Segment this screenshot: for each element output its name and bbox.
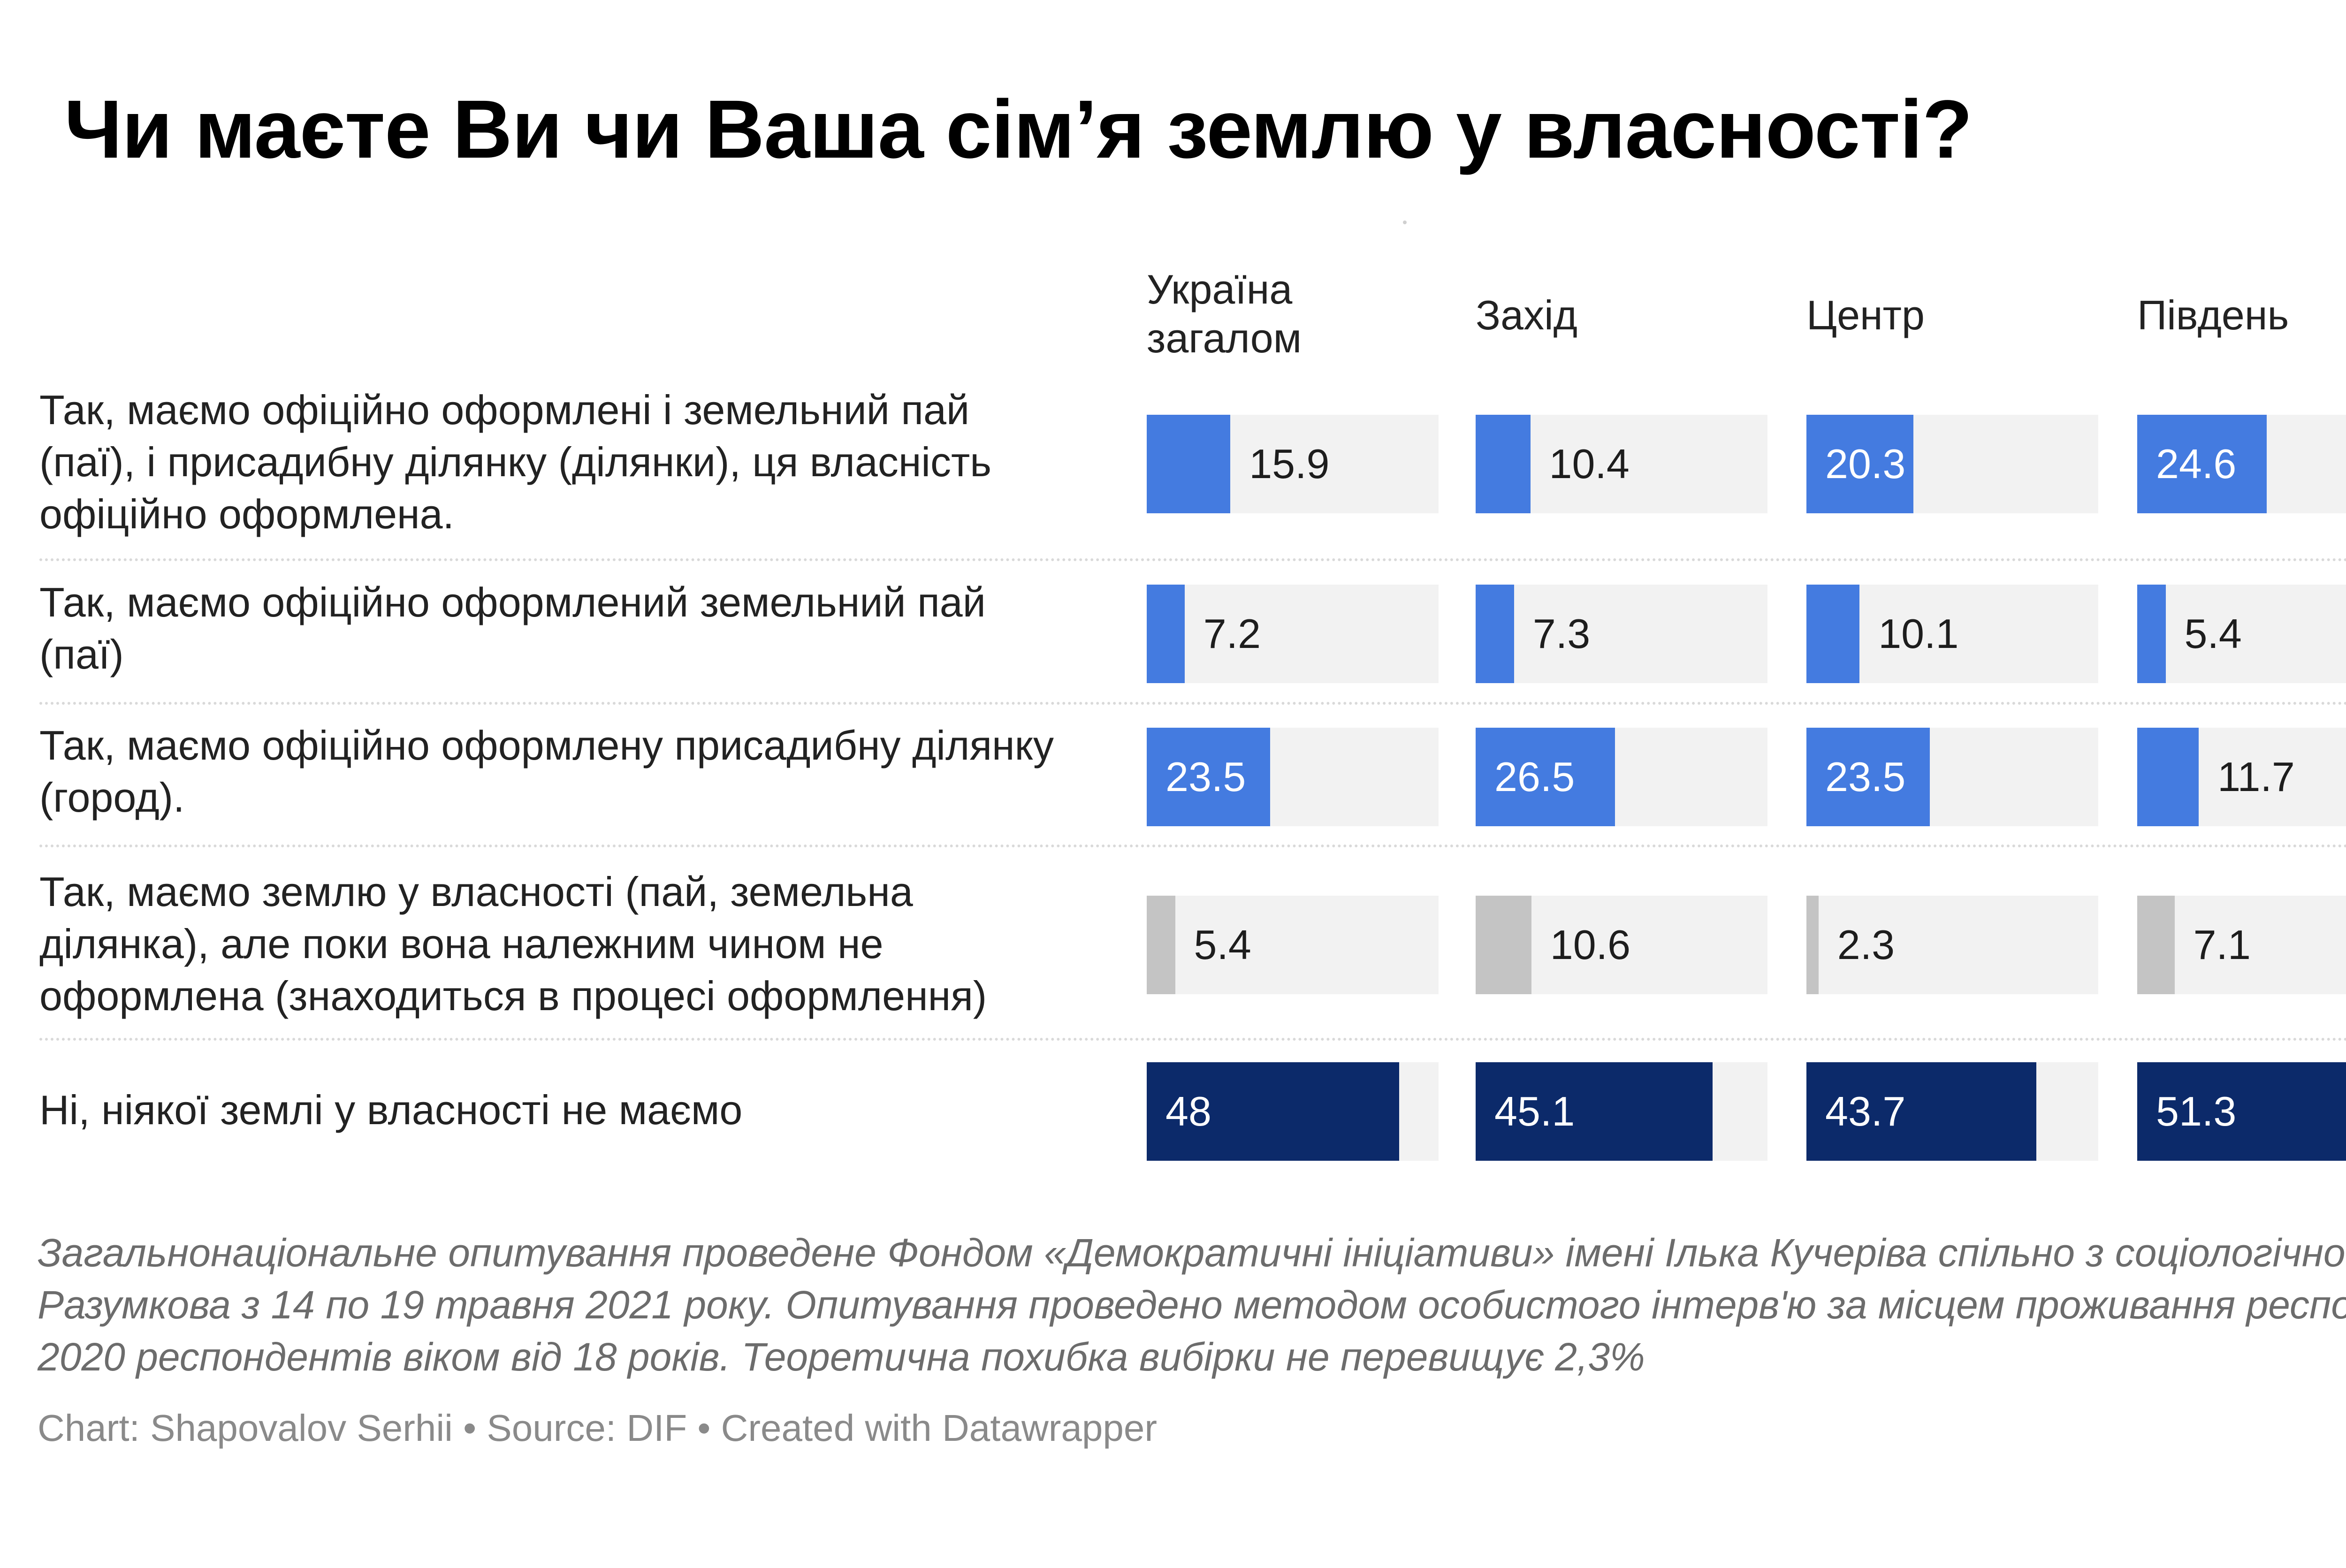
- decorative-dot: [1403, 221, 1407, 224]
- bar-value-label: 5.4: [2184, 610, 2242, 657]
- bar: [1476, 585, 1514, 683]
- row-label: Так, маємо офіційно оформлену присадибну…: [39, 719, 1109, 823]
- bar-value-label: 10.1: [1878, 610, 1959, 657]
- bar-track: 48: [1147, 1062, 1439, 1161]
- bar-track: 26.5: [1476, 728, 1767, 826]
- row-label-line: Так, маємо офіційно оформлену присадибну…: [39, 722, 1054, 769]
- bar-track: 23.5: [1806, 728, 2098, 826]
- row-separator: [39, 702, 2346, 705]
- bar-value-label: 7.3: [1532, 610, 1591, 657]
- bar-track: 11.7: [2137, 728, 2346, 826]
- bar: [1806, 728, 1930, 826]
- row-label: Так, маємо офіційно оформлені і земельни…: [39, 384, 1109, 540]
- bar-track: 10.1: [1806, 585, 2098, 683]
- bar: [1476, 896, 1531, 994]
- bar-track: 43.7: [1806, 1062, 2098, 1161]
- bar-track: 7.2: [1147, 585, 1439, 683]
- row-label-line: офіційно оформлена.: [39, 491, 454, 537]
- bar: [1806, 896, 1819, 994]
- row-label: Так, маємо землю у власності (пай, земел…: [39, 866, 1109, 1022]
- bar: [1147, 585, 1185, 683]
- bar: [1476, 415, 1531, 513]
- bar-track: 5.4: [2137, 585, 2346, 683]
- bar-track: 5.4: [1147, 896, 1439, 994]
- bar-value-label: 26.5: [1494, 754, 1575, 800]
- bar-track: 51.3: [2137, 1062, 2346, 1161]
- column-header: Україна загалом: [1147, 265, 1302, 363]
- bar-value-label: 11.7: [2217, 754, 2295, 800]
- bar-value-label: 23.5: [1165, 754, 1246, 800]
- bar-track: 45.1: [1476, 1062, 1767, 1161]
- row-label-line: Ні, ніякої землі у власності не маємо: [39, 1087, 743, 1133]
- chart-notes: Загальнонаціональне опитування проведене…: [38, 1231, 2346, 1379]
- bar-track: 20.3: [1806, 415, 2098, 513]
- bar: [1476, 1062, 1713, 1161]
- column-header-line: загалом: [1147, 315, 1302, 361]
- chart-title: Чи маєте Ви чи Ваша сім’я землю у власно…: [64, 84, 1973, 175]
- bar-track: 7.3: [1476, 585, 1767, 683]
- bar-value-label: 20.3: [1825, 441, 1906, 487]
- bar: [1147, 728, 1271, 826]
- column-header: Центр: [1806, 291, 1925, 340]
- row-separator: [39, 1038, 2346, 1041]
- column-header: Захід: [1476, 291, 1577, 340]
- bar-value-label: 2.3: [1837, 921, 1895, 968]
- bar: [2137, 585, 2166, 683]
- row-separator: [39, 558, 2346, 561]
- bar: [1147, 896, 1175, 994]
- bar-value-label: 7.1: [2193, 921, 2251, 968]
- row-label-line: (паї), і присадибну ділянку (ділянки), ц…: [39, 439, 992, 485]
- row-label-line: ділянка), але поки вона належним чином н…: [39, 921, 884, 967]
- bar-value-label: 24.6: [2156, 441, 2237, 487]
- bar: [2137, 896, 2175, 994]
- bar-track: 24.6: [2137, 415, 2346, 513]
- bar-value-label: 10.6: [1550, 921, 1631, 968]
- bar-track: 10.4: [1476, 415, 1767, 513]
- bar-value-label: 15.9: [1249, 441, 1330, 487]
- bar-value-label: 48: [1165, 1088, 1211, 1134]
- row-label-line: (город).: [39, 774, 185, 821]
- chart-credit: Chart: Shapovalov Serhii • Source: DIF •…: [38, 1407, 1157, 1449]
- bar: [1806, 1062, 2036, 1161]
- bar: [2137, 1062, 2346, 1161]
- bar-track: 10.6: [1476, 896, 1767, 994]
- bar: [2137, 415, 2267, 513]
- bar-value-label: 10.4: [1549, 441, 1630, 487]
- column-header-line: Захід: [1476, 292, 1577, 338]
- bar-track: 23.5: [1147, 728, 1439, 826]
- bar: [1147, 1062, 1399, 1161]
- bar-track: 2.3: [1806, 896, 2098, 994]
- row-label-line: Так, маємо офіційно оформлені і земельни…: [39, 387, 970, 433]
- row-label-line: Так, маємо офіційно оформлений земельний…: [39, 579, 986, 625]
- column-header: Південь: [2137, 291, 2289, 340]
- row-label-line: Так, маємо землю у власності (пай, земел…: [39, 868, 913, 915]
- row-label: Ні, ніякої землі у власності не маємо: [39, 1084, 1109, 1136]
- bar-value-label: 23.5: [1825, 754, 1906, 800]
- bar: [2137, 728, 2199, 826]
- bar-value-label: 43.7: [1825, 1088, 1906, 1134]
- column-header-line: Центр: [1806, 292, 1925, 338]
- bar: [1147, 415, 1231, 513]
- bar-track: 7.1: [2137, 896, 2346, 994]
- bar-value-label: 45.1: [1494, 1088, 1575, 1134]
- row-separator: [39, 845, 2346, 847]
- bar-track: 15.9: [1147, 415, 1439, 513]
- row-label: Так, маємо офіційно оформлений земельний…: [39, 576, 1109, 680]
- column-header-line: Україна: [1147, 266, 1293, 312]
- bar-value-label: 7.2: [1203, 610, 1261, 657]
- bar: [1476, 728, 1615, 826]
- row-label-line: оформлена (знаходиться в процесі оформле…: [39, 973, 987, 1019]
- column-header-line: Південь: [2137, 292, 2289, 338]
- bar: [1806, 585, 1860, 683]
- bar-value-label: 51.3: [2156, 1088, 2237, 1134]
- row-label-line: (паї): [39, 631, 124, 677]
- bar: [1806, 415, 1913, 513]
- bar-value-label: 5.4: [1194, 921, 1251, 968]
